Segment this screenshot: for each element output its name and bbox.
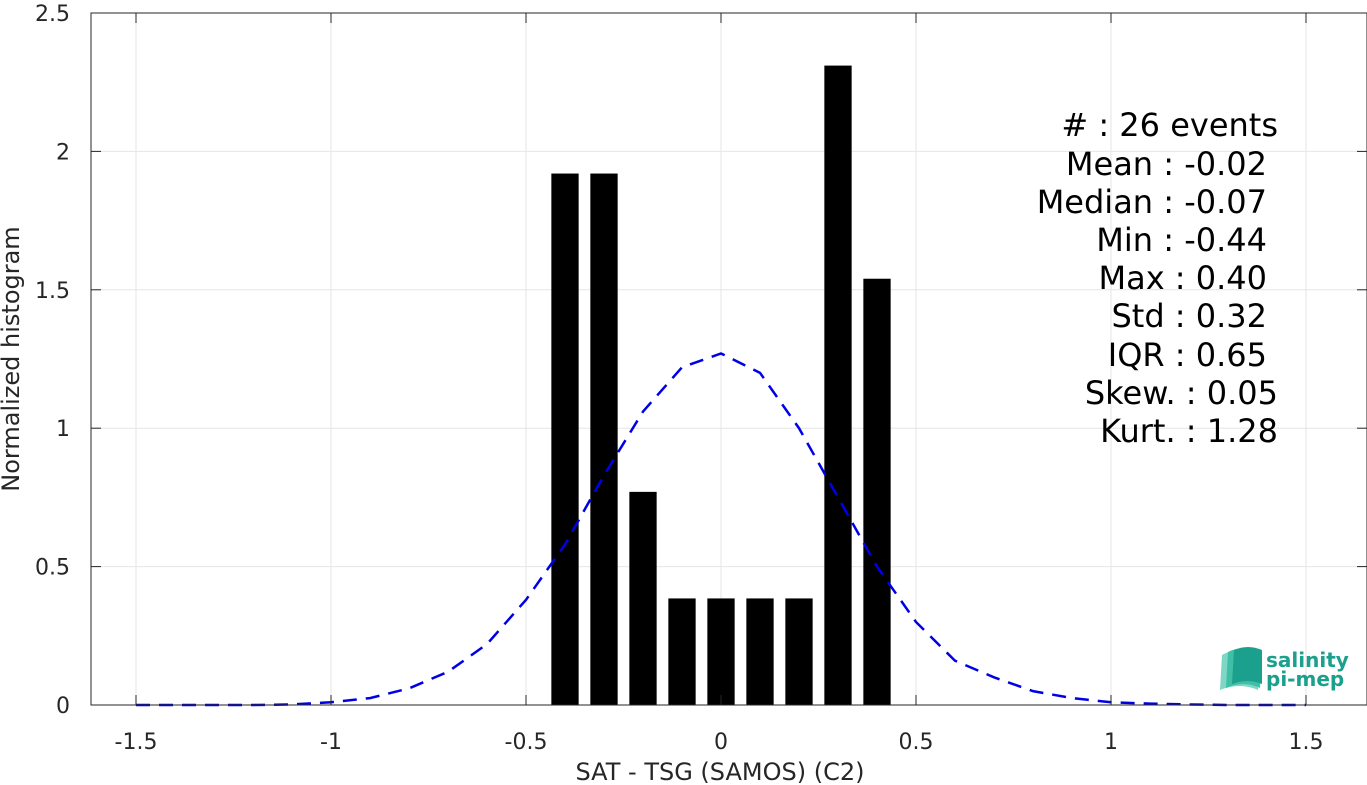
x-axis-title: SAT - TSG (SAMOS) (C2) — [576, 758, 865, 785]
stat-max: Max : 0.40 — [1098, 259, 1267, 297]
stat-kurt: Kurt. : 1.28 — [1100, 412, 1278, 450]
logo-line-2: pi-mep — [1266, 667, 1344, 691]
plot-background — [91, 13, 1367, 705]
x-tick-label: -1 — [320, 730, 342, 755]
x-tick-label: -0.5 — [505, 730, 548, 755]
stat-skew: Skew. : 0.05 — [1085, 374, 1278, 412]
y-tick-label: 1 — [56, 417, 70, 442]
histogram-bar — [824, 65, 852, 706]
stats-box: # : 26 events Mean : -0.02 Median : -0.0… — [1037, 106, 1278, 450]
y-tick-labels: 0 0.5 1 1.5 2 2.5 — [35, 2, 70, 719]
histogram-bars — [551, 65, 891, 706]
y-axis-title: Normalized histogram — [0, 226, 25, 491]
axes-frame — [90, 12, 1367, 706]
x-tick-label: 1 — [1104, 730, 1118, 755]
x-tick-labels: -1.5 -1 -0.5 0 0.5 1 1.5 — [115, 730, 1324, 755]
plot-frame — [90, 12, 1367, 706]
logo-line-1: salinity — [1266, 648, 1349, 672]
histogram-bar — [863, 278, 891, 705]
histogram-bar — [785, 598, 813, 705]
histogram-bar — [746, 598, 774, 705]
stat-mean: Mean : -0.02 — [1066, 145, 1267, 183]
x-tick-label: 0 — [714, 730, 728, 755]
x-tick-label: -1.5 — [115, 730, 158, 755]
y-tick-label: 1.5 — [35, 279, 70, 304]
stat-min: Min : -0.44 — [1096, 221, 1267, 259]
histogram-bar — [590, 173, 618, 705]
stat-median: Median : -0.07 — [1037, 183, 1267, 221]
y-tick-label: 2.5 — [35, 2, 70, 27]
histogram-bar — [629, 491, 657, 705]
y-tick-label: 2 — [56, 140, 70, 165]
x-tick-label: 1.5 — [1289, 730, 1324, 755]
y-tick-label: 0.5 — [35, 556, 70, 581]
histogram-bar — [707, 598, 735, 705]
salinity-pi-mep-logo: salinity pi-mep — [1220, 647, 1349, 691]
logo-mark-icon — [1220, 647, 1262, 690]
x-tick-label: 0.5 — [899, 730, 934, 755]
y-tick-label: 0 — [56, 694, 70, 719]
stat-iqr: IQR : 0.65 — [1108, 336, 1267, 374]
histogram-bar — [551, 173, 579, 705]
histogram-bar — [668, 598, 696, 705]
stat-count: # : 26 events — [1061, 106, 1278, 144]
stat-std: Std : 0.32 — [1111, 297, 1267, 335]
